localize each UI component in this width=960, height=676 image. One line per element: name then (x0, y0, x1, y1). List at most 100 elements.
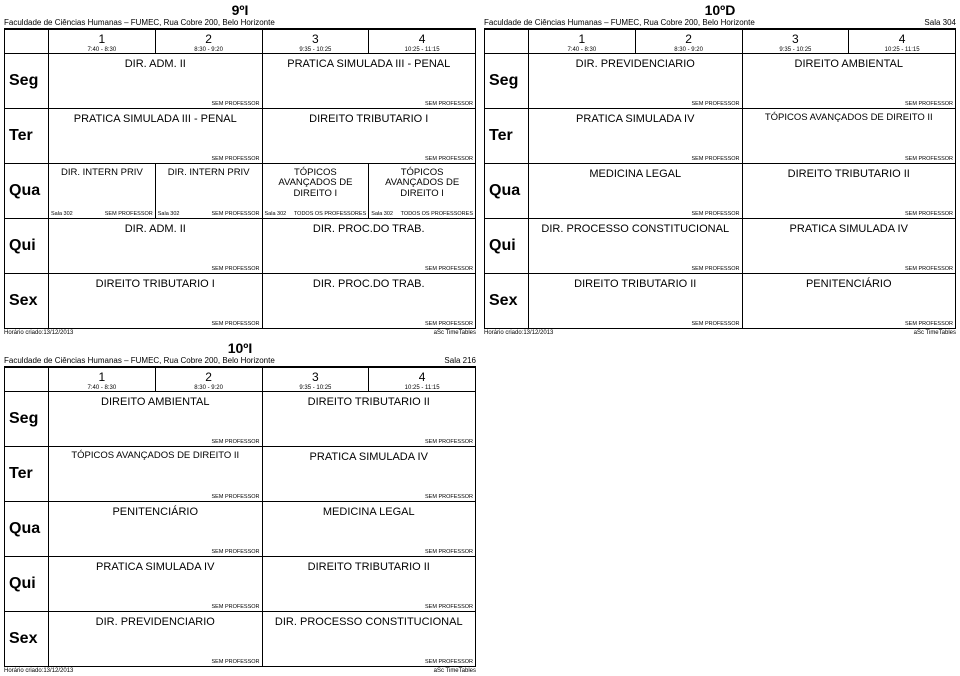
vendor-label: aSc TimeTables (434, 668, 476, 674)
subject-name: PRATICA SIMULADA IV (51, 559, 260, 575)
subject-name: TÓPICOS AVANÇADOS DE DIREITO I (371, 166, 473, 201)
timetable-cell: DIR. INTERN PRIVSala 302SEM PROFESSOR (155, 164, 262, 219)
subject-name: PRATICA SIMULADA IV (265, 449, 474, 465)
timetable-cell: DIR. PREVIDENCIARIOSEM PROFESSOR (49, 612, 263, 667)
table-row: QuaPENITENCIÁRIOSEM PROFESSORMEDICINA LE… (5, 502, 476, 557)
day-header: Ter (485, 109, 529, 164)
timetable-cell: MEDICINA LEGAL SEM PROFESSOR (262, 502, 476, 557)
period-header: 410:25 - 11:15 (369, 368, 476, 392)
timetable: 17:40 - 8:3028:30 - 9:2039:35 - 10:25410… (4, 29, 476, 329)
period-number: 2 (156, 370, 262, 384)
timetable-cell: PENITENCIÁRIOSEM PROFESSOR (742, 274, 956, 329)
timetable-cell: TÓPICOS AVANÇADOS DE DIREITO II SEM PROFE… (742, 109, 956, 164)
period-time: 8:30 - 9:20 (636, 47, 742, 53)
room-label: Sala 302 (158, 211, 180, 217)
table-row: TerPRATICA SIMULADA IVSEM PROFESSORTÓPIC… (485, 109, 956, 164)
period-time: 10:25 - 11:15 (849, 47, 955, 53)
timetable-cell: DIR. PREVIDENCIARIOSEM PROFESSOR (529, 54, 743, 109)
professor-label: SEM PROFESSOR (425, 101, 473, 107)
subject-name: MEDICINA LEGAL (531, 166, 740, 182)
timetable-cell: DIREITO AMBIENTALSEM PROFESSOR (742, 54, 956, 109)
professor-label: SEM PROFESSOR (425, 604, 473, 610)
period-number: 4 (369, 370, 475, 384)
subject-name: DIREITO TRIBUTARIO II (265, 394, 474, 410)
table-row: QuiDIR. PROCESSO CONSTITUCIONALSEM PROFE… (485, 219, 956, 274)
table-row: QuaMEDICINA LEGALSEM PROFESSORDIREITO TR… (485, 164, 956, 219)
period-number: 2 (636, 32, 742, 46)
timetable-sheet: 9ºIFaculdade de Ciências Humanas – FUMEC… (0, 0, 480, 338)
timetable-cell: PRATICA SIMULADA IVSEM PROFESSOR (262, 447, 476, 502)
period-time: 9:35 - 10:25 (263, 385, 369, 391)
professor-label: SEM PROFESSOR (425, 659, 473, 665)
timetable-sheet: 10ºIFaculdade de Ciências Humanas – FUME… (0, 338, 480, 676)
day-header: Ter (5, 109, 49, 164)
table-row: SegDIR. ADM. IISEM PROFESSORPRATICA SIMU… (5, 54, 476, 109)
professor-label: SEM PROFESSOR (425, 266, 473, 272)
sheet-footer: Horário criado:13/12/2013aSc TimeTables (484, 330, 956, 336)
professor-label: SEM PROFESSOR (905, 101, 953, 107)
timetable-cell: DIR. ADM. IISEM PROFESSOR (49, 219, 263, 274)
room-label: Sala 302 (51, 211, 73, 217)
timetable-cell: DIREITO TRIBUTARIO ISEM PROFESSOR (262, 109, 476, 164)
subject-name: MEDICINA LEGAL (265, 504, 474, 520)
period-number: 1 (49, 370, 155, 384)
sheet-title: 9ºI (4, 2, 476, 18)
timetable-cell: PRATICA SIMULADA IVSEM PROFESSOR (742, 219, 956, 274)
day-header: Sex (5, 274, 49, 329)
timetable-cell: PRATICA SIMULADA IVSEM PROFESSOR (529, 109, 743, 164)
sheet-subbar: Faculdade de Ciências Humanas – FUMEC, R… (484, 18, 956, 29)
period-header: 28:30 - 9:20 (155, 368, 262, 392)
professor-label: TODOS OS PROFESSORES (401, 211, 473, 217)
corner-cell (5, 30, 49, 54)
period-time: 10:25 - 11:15 (369, 385, 475, 391)
subject-name: DIREITO TRIBUTARIO II (531, 276, 740, 292)
period-number: 3 (263, 370, 369, 384)
professor-label: SEM PROFESSOR (212, 439, 260, 445)
period-time: 9:35 - 10:25 (263, 47, 369, 53)
timetable-cell: DIREITO TRIBUTARIO IISEM PROFESSOR (529, 274, 743, 329)
table-row: TerTÓPICOS AVANÇADOS DE DIREITO IISEM PR… (5, 447, 476, 502)
subject-name: DIREITO TRIBUTARIO II (265, 559, 474, 575)
professor-label: SEM PROFESSOR (105, 211, 153, 217)
day-header: Qua (485, 164, 529, 219)
subject-name: PRATICA SIMULADA III - PENAL (51, 111, 260, 127)
sheet-title: 10ºI (4, 340, 476, 356)
professor-label: SEM PROFESSOR (212, 156, 260, 162)
table-row: SexDIREITO TRIBUTARIO ISEM PROFESSORDIR.… (5, 274, 476, 329)
period-time: 7:40 - 8:30 (49, 385, 155, 391)
corner-cell (5, 368, 49, 392)
day-header: Sex (5, 612, 49, 667)
subject-name: PENITENCIÁRIO (51, 504, 260, 520)
timetable-cell: MEDICINA LEGAL SEM PROFESSOR (529, 164, 743, 219)
day-header: Qui (5, 557, 49, 612)
period-number: 4 (369, 32, 475, 46)
professor-label: SEM PROFESSOR (425, 549, 473, 555)
day-header: Sex (485, 274, 529, 329)
sheet-subbar: Faculdade de Ciências Humanas – FUMEC, R… (4, 18, 476, 29)
period-header: 410:25 - 11:15 (369, 30, 476, 54)
period-header: 39:35 - 10:25 (262, 368, 369, 392)
day-header: Seg (5, 54, 49, 109)
school-name: Faculdade de Ciências Humanas – FUMEC, R… (4, 18, 275, 27)
table-row: SegDIR. PREVIDENCIARIOSEM PROFESSORDIREI… (485, 54, 956, 109)
period-header: 28:30 - 9:20 (155, 30, 262, 54)
school-name: Faculdade de Ciências Humanas – FUMEC, R… (484, 18, 755, 27)
professor-label: SEM PROFESSOR (905, 156, 953, 162)
sheet-subbar: Faculdade de Ciências Humanas – FUMEC, R… (4, 356, 476, 367)
room-name: Sala 216 (444, 356, 476, 365)
subject-name: DIR. PROC.DO TRAB. (265, 221, 474, 237)
timetable-cell: TÓPICOS AVANÇADOS DE DIREITO ISala 302TO… (369, 164, 476, 219)
professor-label: SEM PROFESSOR (692, 211, 740, 217)
created-label: Horário criado:13/12/2013 (4, 668, 73, 674)
subject-name: DIREITO TRIBUTARIO I (265, 111, 474, 127)
professor-label: SEM PROFESSOR (212, 321, 260, 327)
period-time: 8:30 - 9:20 (156, 47, 262, 53)
timetable-cell: TÓPICOS AVANÇADOS DE DIREITO ISala 302TO… (262, 164, 369, 219)
period-number: 1 (529, 32, 635, 46)
subject-name: DIR. PREVIDENCIARIO (531, 56, 740, 72)
day-header: Qua (5, 164, 49, 219)
subject-name: TÓPICOS AVANÇADOS DE DIREITO II (745, 111, 954, 125)
period-header: 39:35 - 10:25 (742, 30, 849, 54)
professor-label: SEM PROFESSOR (212, 549, 260, 555)
period-time: 7:40 - 8:30 (49, 47, 155, 53)
